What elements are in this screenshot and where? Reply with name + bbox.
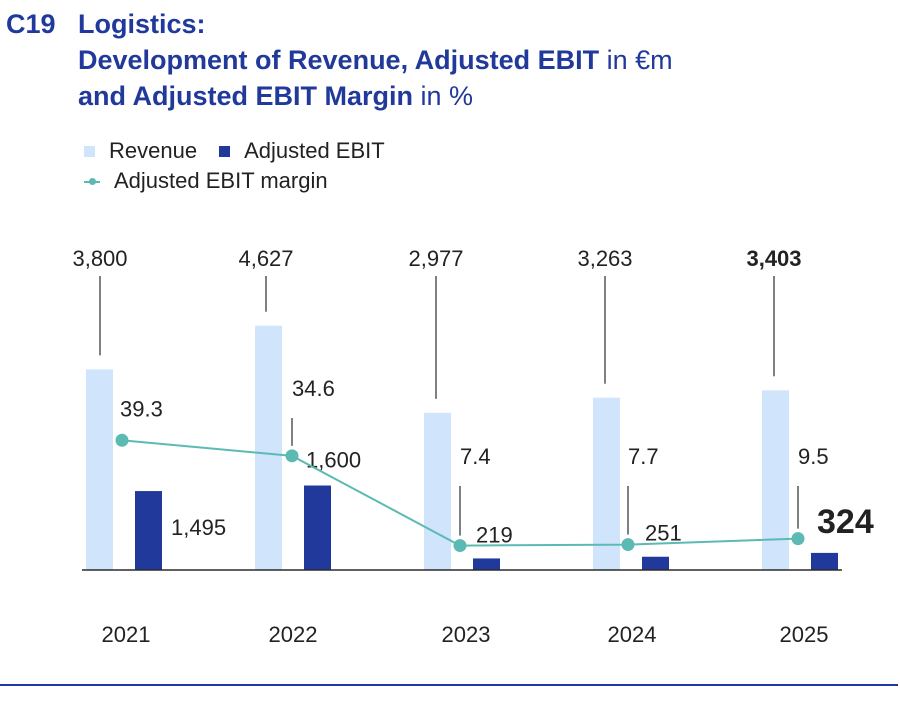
chart-code: C19 (6, 9, 56, 39)
margin-value-label: 7.7 (628, 444, 659, 469)
chart-subtitle-2: and Adjusted EBIT Margin (78, 81, 414, 111)
revenue-value-label: 3,403 (746, 246, 801, 271)
revenue-value-label: 4,627 (238, 246, 293, 271)
margin-point (621, 538, 635, 552)
title-line-2: Development of Revenue, Adjusted EBIT in… (6, 42, 673, 78)
revenue-value-label: 3,800 (72, 246, 127, 271)
margin-value-label: 39.3 (120, 396, 163, 421)
ebit-bar (811, 552, 838, 570)
margin-point (453, 539, 467, 553)
margin-point (285, 449, 299, 463)
margin-value-label: 9.5 (798, 444, 829, 469)
revenue-bar (424, 412, 451, 570)
margin-point (115, 433, 129, 447)
revenue-swatch-icon (84, 145, 95, 157)
x-axis-tick-label: 2024 (608, 622, 657, 647)
x-axis-tick-label: 2023 (442, 622, 491, 647)
revenue-bar (762, 390, 789, 570)
revenue-bar (255, 325, 282, 570)
legend-label-margin: Adjusted EBIT margin (114, 168, 328, 193)
legend-label-ebit: Adjusted EBIT (244, 138, 385, 163)
margin-line-icon (84, 176, 100, 187)
bottom-rule (0, 684, 898, 686)
revenue-bar (86, 369, 113, 570)
chart-header: C19 Logistics: Development of Revenue, Ad… (6, 6, 673, 114)
legend-label-revenue: Revenue (109, 138, 198, 163)
legend-item-ebit: Adjusted EBIT (219, 138, 385, 164)
ebit-swatch-icon (219, 145, 231, 157)
ebit-bar (135, 491, 162, 570)
ebit-value-label: 251 (645, 521, 682, 546)
x-axis-tick-label: 2021 (102, 622, 151, 647)
ebit-value-label: 1,495 (171, 515, 226, 540)
x-axis-tick-label: 2022 (269, 622, 318, 647)
title-line-3: and Adjusted EBIT Margin in % (6, 78, 673, 114)
ebit-value-label: 324 (817, 503, 874, 541)
chart-title: Logistics: (78, 9, 206, 39)
ebit-bar (304, 485, 331, 570)
legend-item-margin: Adjusted EBIT margin (84, 168, 328, 194)
ebit-bar (473, 558, 500, 570)
margin-value-label: 34.6 (292, 376, 335, 401)
ebit-bar (642, 556, 669, 570)
unit-label-percent: in % (420, 81, 474, 111)
ebit-value-label: 219 (476, 522, 513, 547)
x-axis-tick-label: 2025 (780, 622, 829, 647)
unit-label-eur: in €m (606, 45, 673, 75)
revenue-value-label: 3,263 (577, 246, 632, 271)
revenue-value-label: 2,977 (408, 246, 463, 271)
chart-legend: Revenue Adjusted EBIT Adjusted EBIT marg… (84, 136, 407, 196)
revenue-bar (593, 397, 620, 570)
margin-value-label: 7.4 (460, 444, 491, 469)
margin-point (791, 532, 805, 546)
legend-item-revenue: Revenue (84, 138, 197, 164)
chart-subtitle-1: Development of Revenue, Adjusted EBIT (78, 45, 600, 75)
title-line-1: C19 Logistics: (6, 6, 673, 42)
